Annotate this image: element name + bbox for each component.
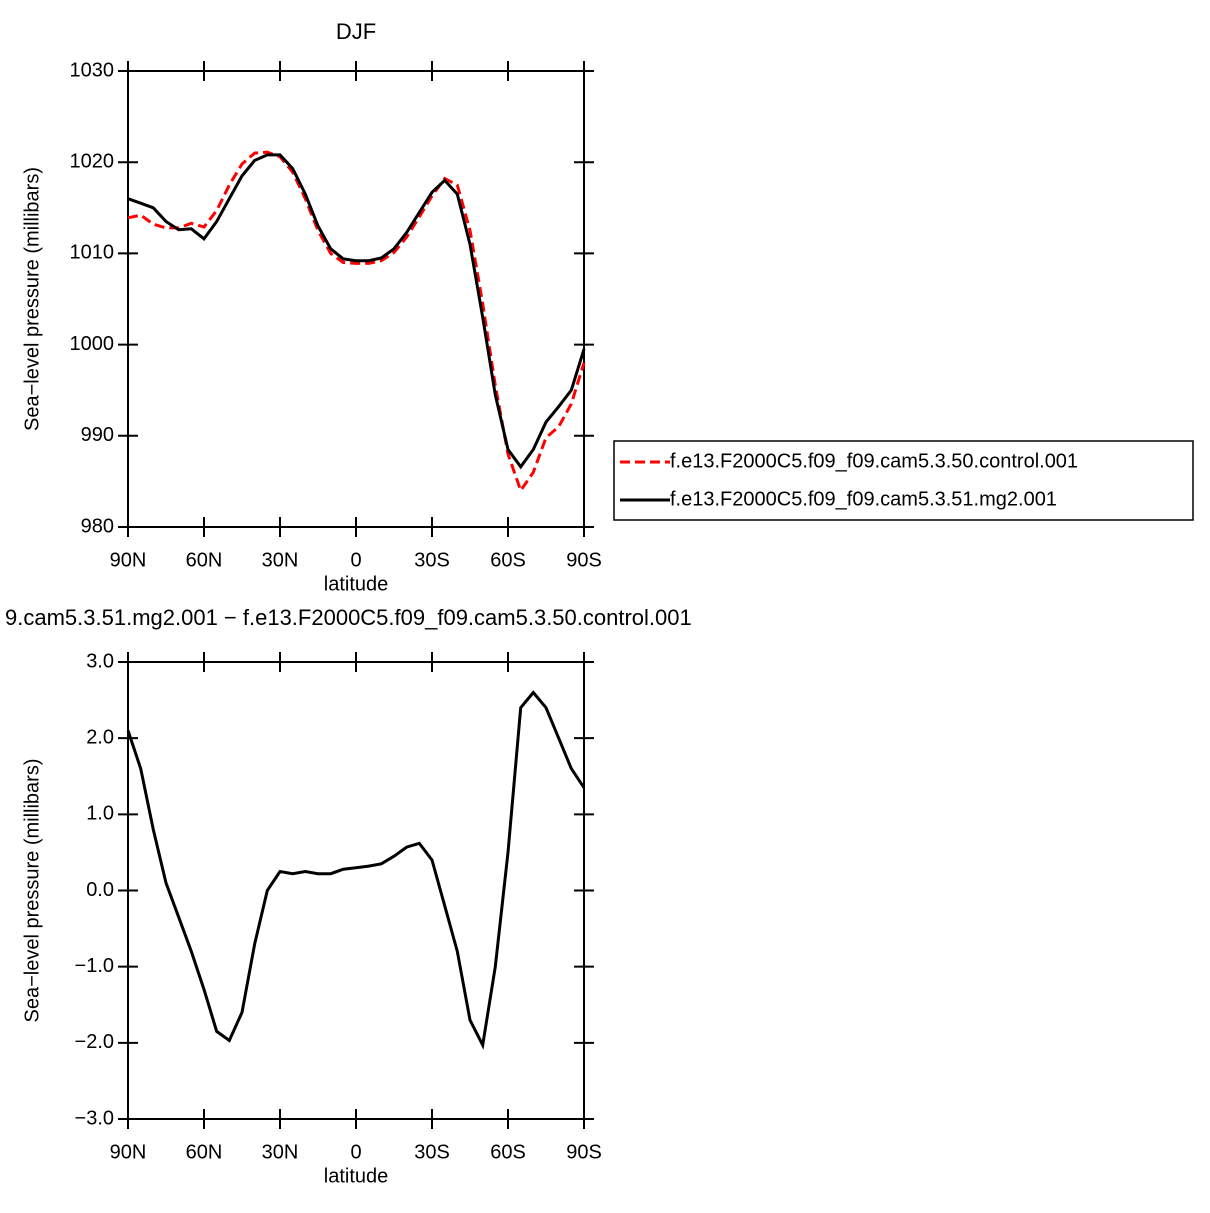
y-tick-label: −1.0 bbox=[75, 955, 114, 977]
x-tick-label: 30S bbox=[414, 1141, 450, 1163]
plot-frame bbox=[127, 661, 585, 1120]
x-tick-label: 30N bbox=[262, 1141, 299, 1163]
x-tick-label: 60N bbox=[186, 549, 223, 571]
data-line bbox=[126, 690, 586, 1050]
y-tick-label: 1020 bbox=[70, 150, 115, 172]
x-tick-label: 0 bbox=[350, 1141, 361, 1163]
chart-title: DJF bbox=[336, 19, 376, 44]
legend-label: f.e13.F2000C5.f09_f09.cam5.3.50.control.… bbox=[670, 450, 1078, 472]
data-line bbox=[127, 150, 586, 494]
x-axis-label: latitude bbox=[324, 573, 389, 595]
y-tick-label: −2.0 bbox=[75, 1031, 114, 1053]
y-tick-label: 1000 bbox=[70, 333, 115, 355]
x-tick-label: 90N bbox=[110, 549, 147, 571]
y-tick-label: 0.0 bbox=[86, 879, 114, 901]
x-axis-label: latitude bbox=[324, 1165, 389, 1187]
x-tick-label: 0 bbox=[350, 549, 361, 571]
x-tick-label: 60S bbox=[490, 1141, 526, 1163]
y-tick-label: −3.0 bbox=[75, 1107, 114, 1129]
chart-title: 9.cam5.3.51.mg2.001 − f.e13.F2000C5.f09_… bbox=[5, 605, 692, 630]
y-tick-label: 1.0 bbox=[86, 803, 114, 825]
y-tick-label: 1030 bbox=[70, 59, 115, 81]
x-tick-label: 60N bbox=[186, 1141, 223, 1163]
x-tick-label: 30N bbox=[262, 549, 299, 571]
y-tick-label: 980 bbox=[81, 515, 114, 537]
plot-frame bbox=[127, 70, 585, 528]
y-tick-label: 2.0 bbox=[86, 726, 114, 748]
y-tick-label: 3.0 bbox=[86, 650, 114, 672]
legend-label: f.e13.F2000C5.f09_f09.cam5.3.51.mg2.001 bbox=[670, 488, 1057, 510]
y-axis-label: Sea−level pressure (millibars) bbox=[21, 759, 43, 1023]
x-tick-label: 60S bbox=[490, 549, 526, 571]
legend-box bbox=[613, 440, 1194, 521]
data-line bbox=[127, 153, 586, 470]
x-tick-label: 30S bbox=[414, 549, 450, 571]
y-axis-label: Sea−level pressure (millibars) bbox=[21, 167, 43, 431]
x-tick-label: 90S bbox=[566, 1141, 602, 1163]
x-tick-label: 90N bbox=[110, 1141, 147, 1163]
y-tick-label: 1010 bbox=[70, 242, 115, 264]
x-tick-label: 90S bbox=[566, 549, 602, 571]
y-tick-label: 990 bbox=[81, 424, 114, 446]
